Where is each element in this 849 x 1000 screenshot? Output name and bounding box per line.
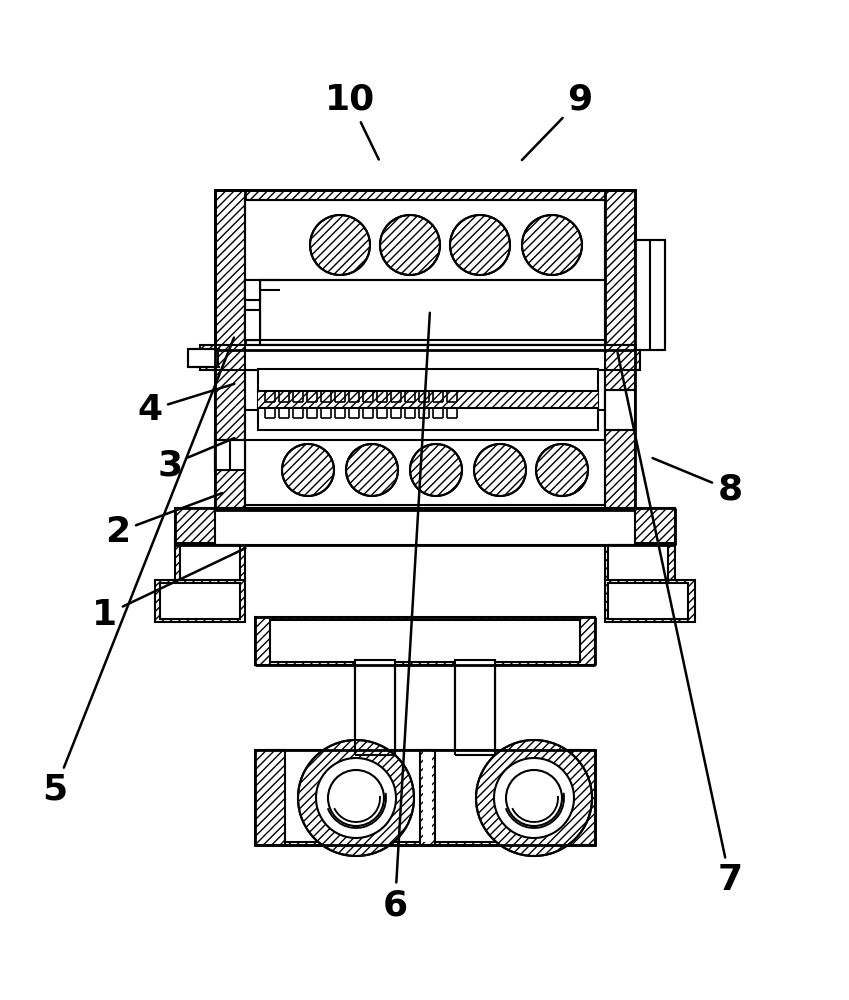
Circle shape [298, 740, 414, 856]
Bar [215, 345, 245, 510]
Bar [245, 280, 260, 300]
Text: 4: 4 [138, 384, 234, 427]
Bar [355, 660, 395, 755]
Circle shape [282, 444, 334, 496]
Text: 6: 6 [382, 313, 430, 922]
Text: 7: 7 [617, 353, 743, 897]
Bar [565, 750, 595, 845]
Bar [255, 750, 595, 845]
Bar [615, 392, 633, 428]
Bar [245, 200, 605, 340]
Bar [608, 583, 688, 619]
Bar [180, 545, 240, 580]
Bar [245, 310, 260, 340]
Bar [355, 660, 395, 755]
Text: 3: 3 [157, 438, 234, 482]
Bar [638, 242, 663, 348]
Bar [270, 750, 580, 842]
Circle shape [410, 444, 462, 496]
Bar [200, 345, 640, 370]
Bar [423, 750, 432, 842]
Bar [258, 408, 598, 430]
Circle shape [380, 215, 440, 275]
Bar [258, 390, 598, 430]
Bar [605, 390, 635, 430]
Bar [215, 190, 245, 350]
Bar [215, 440, 245, 470]
Text: 2: 2 [105, 493, 222, 549]
Circle shape [474, 444, 526, 496]
Text: 10: 10 [325, 83, 379, 160]
Bar [175, 508, 675, 545]
Bar [175, 543, 245, 583]
Bar [260, 280, 605, 345]
Bar [641, 245, 660, 345]
Bar [245, 410, 605, 505]
Text: 9: 9 [522, 83, 593, 160]
Circle shape [506, 770, 562, 826]
Bar [455, 660, 495, 755]
Bar [188, 349, 218, 367]
Circle shape [328, 770, 384, 826]
Text: 5: 5 [42, 338, 234, 807]
Bar [608, 545, 668, 580]
Bar [255, 617, 595, 665]
Bar [258, 369, 598, 391]
Text: 8: 8 [653, 458, 743, 507]
Bar [245, 280, 260, 300]
Bar [160, 583, 240, 619]
Bar [215, 190, 635, 240]
Circle shape [536, 444, 588, 496]
Bar [605, 190, 635, 350]
Circle shape [346, 444, 398, 496]
Bar [605, 345, 635, 510]
Bar [605, 580, 695, 622]
Bar [245, 310, 260, 340]
Bar [258, 390, 598, 430]
Circle shape [476, 740, 592, 856]
Bar [155, 580, 245, 622]
Bar [255, 750, 285, 845]
Bar [420, 750, 435, 845]
Circle shape [522, 215, 582, 275]
Bar [635, 240, 665, 350]
Circle shape [450, 215, 510, 275]
Bar [245, 200, 605, 280]
Circle shape [310, 215, 370, 275]
Bar [215, 508, 635, 545]
Bar [270, 620, 580, 662]
Bar [215, 440, 230, 470]
Bar [455, 660, 495, 755]
Bar [605, 543, 675, 583]
Circle shape [494, 758, 574, 838]
Bar [245, 345, 605, 370]
Circle shape [316, 758, 396, 838]
Text: 1: 1 [93, 548, 245, 632]
